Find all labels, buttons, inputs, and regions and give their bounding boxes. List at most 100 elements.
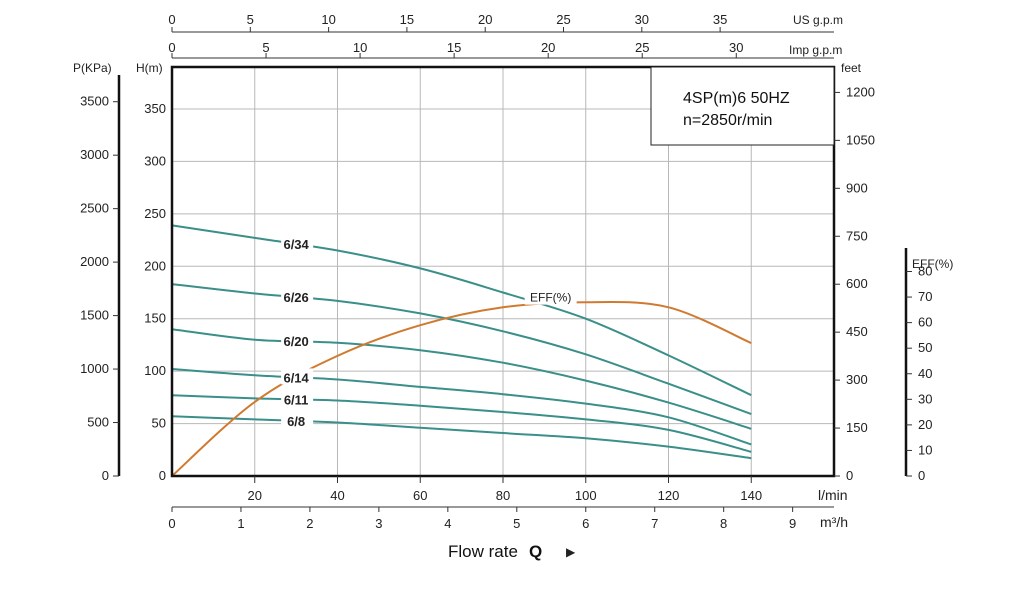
eff-tick-label: 40	[918, 366, 932, 381]
pressure-tick-label: 1500	[80, 308, 109, 323]
head-curve-6-20	[171, 328, 752, 430]
lpm-tick-label: 100	[575, 488, 597, 503]
lpm-tick-label: 120	[658, 488, 680, 503]
usgpm-tick-label: 5	[247, 12, 254, 27]
usgpm-tick-label: 25	[556, 12, 570, 27]
chart-axes: 0 5 10 15 20 25 30 35 US g.p.m0 5 10 15 20 25 30 Imp g.…	[73, 12, 953, 531]
head-curve-6-11	[171, 394, 752, 453]
impgpm-tick-label: 25	[635, 40, 649, 55]
feet-tick-label: 750	[846, 228, 868, 243]
impgpm-tick-label: 20	[541, 40, 555, 55]
usgpm-tick-label: 35	[713, 12, 727, 27]
series-label-6-14: 6/14	[283, 370, 309, 385]
feet-unit-label: feet	[841, 61, 862, 75]
head-tick-label: 200	[144, 258, 166, 273]
m3h-tick-label: 8	[720, 516, 727, 531]
series-label-bg	[281, 332, 314, 349]
eff-tick-label: 60	[918, 315, 932, 330]
feet-tick-label: 900	[846, 180, 868, 195]
m3h-tick-label: 2	[306, 516, 313, 531]
series-label-6-34: 6/34	[283, 237, 309, 252]
eff-tick-label: 30	[918, 391, 932, 406]
feet-tick-label: 0	[846, 468, 853, 483]
m3h-tick-label: 6	[582, 516, 589, 531]
flow-rate-symbol: Q	[529, 542, 542, 561]
head-tick-label: 150	[144, 311, 166, 326]
head-unit-label: H(m)	[136, 61, 163, 75]
m3h-tick-label: 1	[237, 516, 244, 531]
head-curve-6-8	[171, 415, 752, 460]
impgpm-tick-label: 5	[262, 40, 269, 55]
lpm-tick-label: 60	[413, 488, 427, 503]
series-label-bg	[281, 368, 314, 385]
efficiency-label-bg	[524, 288, 577, 305]
series-label-6-8: 6/8	[287, 414, 305, 429]
head-tick-label: 100	[144, 363, 166, 378]
chart-labels: 6/34 6/26 6/20 6/14 6/11 6/8 EFF(%)	[281, 235, 577, 429]
feet-tick-label: 1050	[846, 132, 875, 147]
head-tick-label: 0	[159, 468, 166, 483]
flow-rate-text: Flow rate	[448, 542, 518, 561]
m3h-tick-label: 7	[651, 516, 658, 531]
eff-tick-label: 50	[918, 340, 932, 355]
lpm-tick-label: 140	[740, 488, 762, 503]
feet-tick-label: 450	[846, 324, 868, 339]
series-label-6-11: 6/11	[284, 392, 309, 407]
m3h-tick-label: 0	[168, 516, 175, 531]
eff-tick-label: 80	[918, 264, 932, 279]
eff-tick-label: 10	[918, 442, 932, 457]
feet-tick-label: 300	[846, 372, 868, 387]
m3h-tick-label: 9	[789, 516, 796, 531]
chart-curves	[171, 224, 752, 477]
eff-tick-label: 20	[918, 417, 932, 432]
series-label-6-20: 6/20	[283, 334, 308, 349]
feet-tick-label: 1200	[846, 84, 875, 99]
eff-tick-label: 0	[918, 468, 925, 483]
efficiency-label: EFF(%)	[530, 291, 571, 305]
head-curve-6-34	[171, 224, 752, 397]
series-label-bg	[281, 390, 314, 407]
impgpm-tick-label: 30	[729, 40, 743, 55]
series-label-6-26: 6/26	[283, 290, 308, 305]
impgpm-tick-label: 10	[353, 40, 367, 55]
feet-tick-label: 600	[846, 276, 868, 291]
usgpm-tick-label: 0	[168, 12, 175, 27]
lpm-tick-label: 40	[330, 488, 344, 503]
pressure-tick-label: 3500	[80, 94, 109, 109]
head-tick-label: 350	[144, 101, 166, 116]
pressure-tick-label: 1000	[80, 361, 109, 376]
usgpm-unit-label: US g.p.m	[793, 13, 843, 27]
m3h-tick-label: 4	[444, 516, 451, 531]
arrow-right-icon: ▶	[566, 545, 576, 559]
usgpm-tick-label: 10	[321, 12, 335, 27]
series-label-bg	[281, 288, 314, 305]
m3h-tick-label: 5	[513, 516, 520, 531]
feet-tick-label: 150	[846, 420, 868, 435]
impgpm-unit-label: Imp g.p.m	[789, 43, 842, 57]
head-tick-label: 50	[152, 416, 166, 431]
head-curve-6-14	[171, 368, 752, 446]
lpm-tick-label: 80	[496, 488, 510, 503]
eff-unit-label: EFF(%)	[912, 257, 953, 271]
chart-title-line2: n=2850r/min	[683, 112, 772, 129]
title-box: 4SP(m)6 50HZ n=2850r/min	[650, 66, 835, 146]
lpm-unit-label: l/min	[818, 487, 848, 503]
chart-title-line1: 4SP(m)6 50HZ	[683, 90, 790, 107]
usgpm-tick-label: 15	[400, 12, 414, 27]
m3h-tick-label: 3	[375, 516, 382, 531]
pressure-tick-label: 500	[87, 415, 109, 430]
efficiency-curve	[171, 301, 752, 477]
usgpm-tick-label: 30	[635, 12, 649, 27]
series-label-bg	[281, 411, 314, 428]
pressure-unit-label: P(KPa)	[73, 61, 112, 75]
pressure-tick-label: 2000	[80, 254, 109, 269]
usgpm-tick-label: 20	[478, 12, 492, 27]
head-tick-label: 250	[144, 206, 166, 221]
head-curve-6-26	[171, 283, 752, 416]
series-label-bg	[281, 235, 314, 252]
impgpm-tick-label: 15	[447, 40, 461, 55]
eff-tick-label: 70	[918, 289, 932, 304]
flow-rate-label: Flow rate Q ▶	[448, 542, 576, 561]
pressure-tick-label: 0	[102, 468, 109, 483]
